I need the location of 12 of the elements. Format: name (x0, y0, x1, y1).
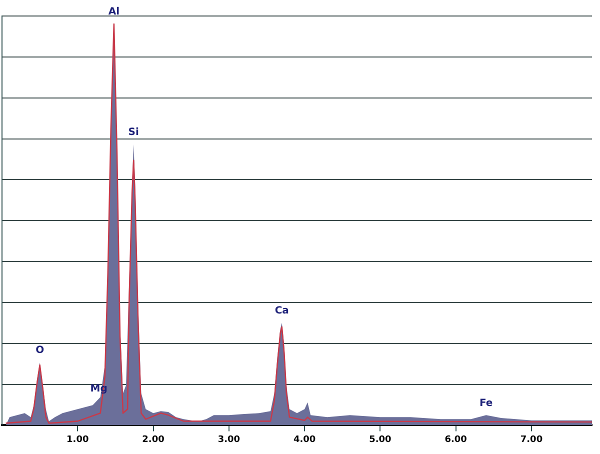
annotation: Fe (479, 398, 493, 409)
x-tick-label: 2.00 (142, 434, 164, 445)
x-tick-label: 6.00 (444, 434, 467, 445)
x-tick-label: 5.00 (369, 434, 392, 445)
x-tick-label: 4.00 (293, 434, 316, 445)
annotation: Al (108, 6, 120, 18)
annotation: Ca (274, 305, 289, 316)
x-tick-label: 7.00 (520, 434, 543, 445)
annotation: Si (128, 126, 139, 138)
x-tick-label: 3.00 (218, 434, 240, 445)
annotation: O (36, 345, 44, 356)
x-tick-label: 1.00 (66, 434, 89, 445)
